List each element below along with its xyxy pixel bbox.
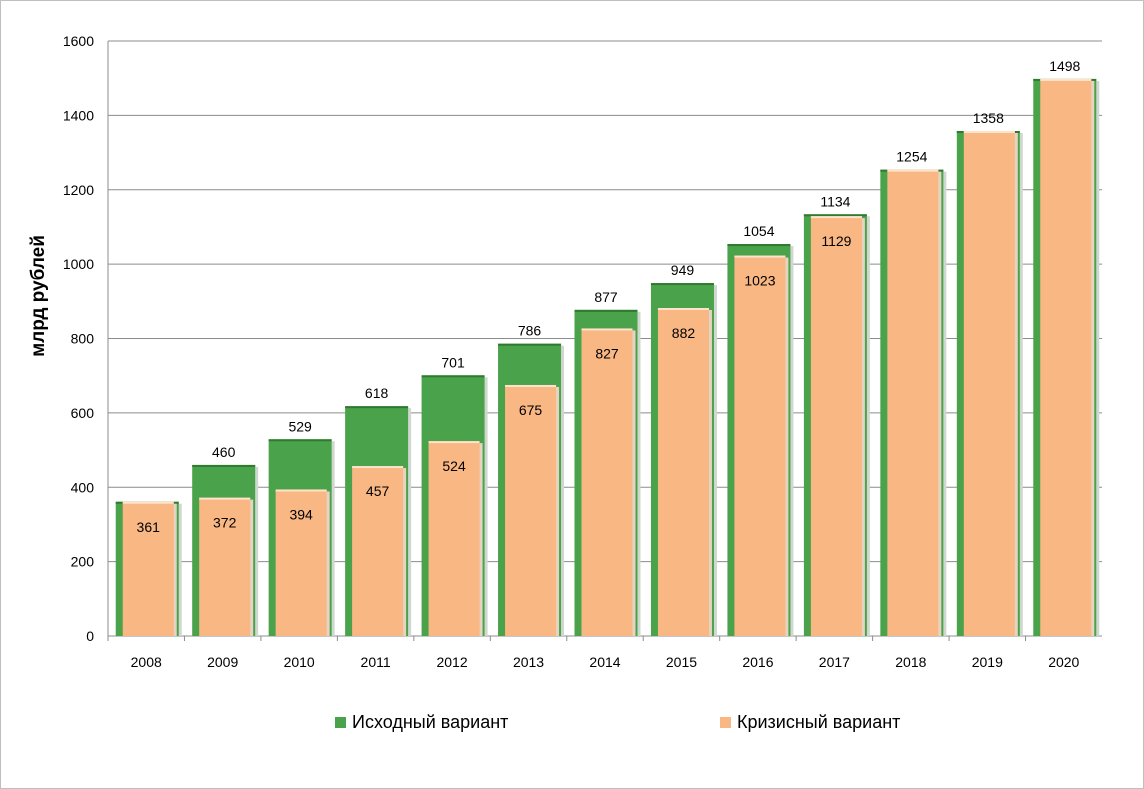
y-tick-label: 1600 xyxy=(63,33,94,49)
data-label-crisis: 827 xyxy=(595,345,619,361)
y-tick-label: 1400 xyxy=(63,107,94,123)
x-tick-label: 2010 xyxy=(284,654,315,670)
bar-crisis xyxy=(657,308,709,636)
bar-crisis-top xyxy=(352,466,404,469)
bar-crisis-top xyxy=(887,169,939,172)
data-label-original: 1254 xyxy=(896,149,927,165)
bar-original-top xyxy=(345,406,409,409)
data-label-original: 460 xyxy=(212,444,236,460)
legend-label-original: Исходный вариант xyxy=(352,712,509,732)
bar-original-top xyxy=(421,375,485,378)
bar-crisis-top xyxy=(505,384,557,387)
x-tick-label: 2015 xyxy=(666,654,697,670)
x-tick-label: 2016 xyxy=(742,654,773,670)
data-label-original: 701 xyxy=(441,354,465,370)
bar-crisis-top xyxy=(199,497,251,500)
legend: Исходный вариант Кризисный вариант xyxy=(0,712,1144,736)
y-tick-label: 200 xyxy=(71,554,95,570)
y-axis-label: млрд рублей xyxy=(28,235,49,357)
y-tick-label: 0 xyxy=(86,628,94,644)
data-label-crisis: 524 xyxy=(442,458,466,474)
bar-crisis xyxy=(199,497,251,636)
data-label-original: 786 xyxy=(518,323,542,339)
y-tick-label: 400 xyxy=(71,479,95,495)
x-tick-label: 2012 xyxy=(436,654,467,670)
x-tick-label: 2008 xyxy=(131,654,162,670)
bar-crisis xyxy=(428,441,480,636)
data-label-crisis: 394 xyxy=(289,506,313,522)
y-axis-ticks: 0 200 400 600 800 1000 1200 1400 1600 xyxy=(63,33,94,644)
bar-crisis-top xyxy=(963,130,1015,133)
legend-swatch-original xyxy=(335,717,346,728)
bar-original-top xyxy=(192,464,256,467)
bar-original-top xyxy=(574,309,638,312)
bar-crisis xyxy=(505,384,557,636)
bar-crisis xyxy=(581,328,633,636)
data-label-original: 1054 xyxy=(743,223,774,239)
bar-crisis xyxy=(352,466,404,636)
bar-crisis-top xyxy=(122,501,174,504)
data-label-crisis: 882 xyxy=(672,325,696,341)
data-label-crisis: 1023 xyxy=(744,273,775,289)
bars: 361 460 372 529 394 618 457 701 524 786 675 877 827 9… xyxy=(115,58,1100,636)
x-tick-label: 2014 xyxy=(589,654,620,670)
bar-crisis xyxy=(275,489,327,636)
bar-crisis-top xyxy=(734,255,786,258)
bar-original-top xyxy=(650,283,714,286)
y-tick-label: 1200 xyxy=(63,182,94,198)
data-label-crisis: 361 xyxy=(137,519,161,535)
chart-canvas: 0 200 400 600 800 1000 1200 1400 1600 361 460 372 5… xyxy=(28,33,1102,670)
bar-crisis xyxy=(810,216,862,636)
x-axis-ticks: 2008 2009 2010 2011 2012 2013 2014 2015 2016 2017… xyxy=(107,636,1080,670)
bar-crisis-top xyxy=(581,328,633,331)
y-tick-label: 800 xyxy=(71,331,95,347)
bar-crisis-top xyxy=(810,216,862,219)
data-label-original: 618 xyxy=(365,385,389,401)
bar-original-top xyxy=(803,214,867,217)
data-label-crisis: 372 xyxy=(213,515,237,531)
bar-original-top xyxy=(268,439,332,442)
legend-label-crisis: Кризисный вариант xyxy=(737,712,901,732)
bar-crisis-top xyxy=(657,308,709,311)
data-label-crisis: 457 xyxy=(366,483,390,499)
bar-original-top xyxy=(727,244,791,247)
x-tick-label: 2011 xyxy=(361,654,391,670)
y-tick-label: 600 xyxy=(71,405,95,421)
data-label-original: 877 xyxy=(594,289,618,305)
x-tick-label: 2009 xyxy=(207,654,238,670)
legend-swatch-crisis xyxy=(720,717,731,728)
bar-crisis xyxy=(734,255,786,636)
bar-original-top xyxy=(498,343,562,346)
data-label-original: 949 xyxy=(671,262,695,278)
legend-item-original: Исходный вариант xyxy=(335,712,508,733)
data-label-original: 1358 xyxy=(973,110,1004,126)
data-label-crisis: 675 xyxy=(519,402,543,418)
x-tick-label: 2017 xyxy=(819,654,850,670)
x-tick-label: 2013 xyxy=(513,654,544,670)
bar-crisis xyxy=(887,169,939,636)
bar-crisis xyxy=(1040,78,1092,636)
bar-crisis-top xyxy=(1040,78,1092,81)
data-label-original: 1134 xyxy=(820,193,850,209)
data-label-crisis: 1129 xyxy=(821,233,851,249)
bar-crisis xyxy=(122,501,174,636)
x-tick-label: 2020 xyxy=(1048,654,1079,670)
x-tick-label: 2019 xyxy=(972,654,1003,670)
data-label-original: 1498 xyxy=(1049,58,1080,74)
x-tick-label: 2018 xyxy=(895,654,926,670)
legend-item-crisis: Кризисный вариант xyxy=(720,712,900,733)
bar-crisis-top xyxy=(275,489,327,492)
data-label-original: 529 xyxy=(288,418,312,434)
bar-crisis-top xyxy=(428,441,480,444)
bar-crisis xyxy=(963,130,1015,636)
y-tick-label: 1000 xyxy=(63,256,94,272)
